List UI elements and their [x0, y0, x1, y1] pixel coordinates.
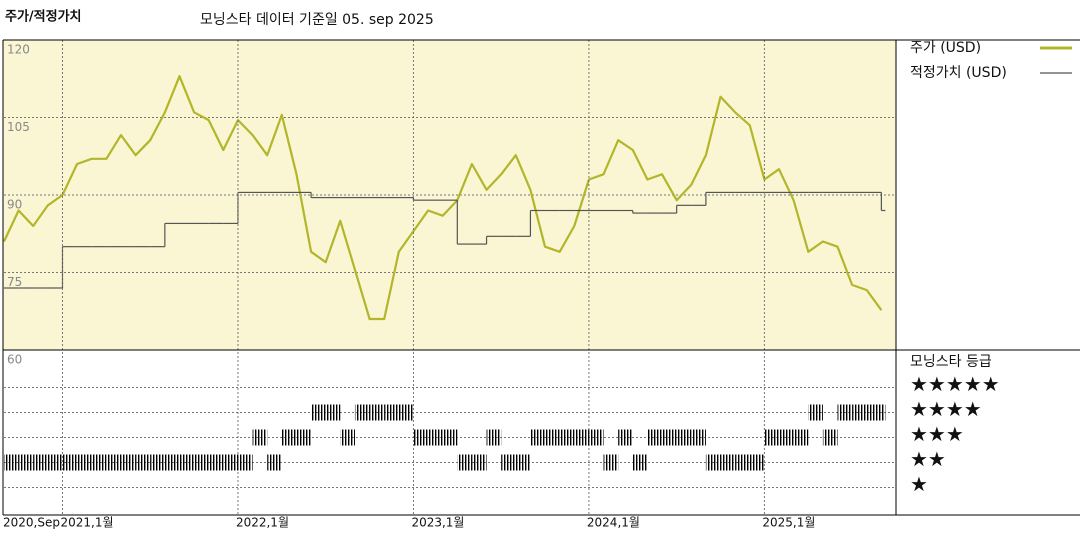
rating-legend-title: 모닝스타 등급: [910, 354, 992, 370]
rating-bar: [618, 429, 633, 446]
x-tick-label: 2021,1월: [60, 516, 113, 530]
y-tick-label: 75: [7, 275, 22, 289]
rating-bar: [486, 429, 502, 446]
rating-bar: [603, 454, 619, 471]
rating-bar: [457, 454, 472, 471]
rating-bar: [369, 404, 385, 421]
rating-bar: [33, 454, 48, 471]
rating-label: ★★★: [910, 422, 964, 446]
rating-bar: [281, 429, 297, 446]
rating-bar: [735, 454, 750, 471]
x-tick-label: 2024,1월: [587, 516, 640, 530]
rating-bar: [501, 454, 516, 471]
rating-bar: [340, 429, 355, 446]
rating-bar: [428, 429, 443, 446]
rating-bar: [530, 429, 546, 446]
rating-bar: [413, 429, 429, 446]
rating-bar: [252, 429, 268, 446]
rating-bar: [545, 429, 560, 446]
rating-bar: [676, 429, 692, 446]
y-tick-label: 105: [7, 120, 30, 134]
rating-bar: [194, 454, 209, 471]
rating-bar: [106, 454, 121, 471]
rating-bar: [647, 429, 663, 446]
rating-label: ★★★★: [910, 397, 982, 421]
y-tick-label: 60: [7, 353, 22, 367]
y-tick-label: 90: [7, 198, 22, 212]
rating-bar: [164, 454, 180, 471]
price-line: [3, 75, 883, 321]
rating-bar: [398, 404, 414, 421]
rating-bar: [120, 454, 136, 471]
rating-bar: [62, 454, 78, 471]
rating-bar: [632, 454, 648, 471]
rating-bar: [662, 429, 677, 446]
rating-bar: [779, 429, 794, 446]
rating-bar: [325, 404, 341, 421]
rating-bar: [4, 454, 19, 471]
rating-bar: [311, 404, 326, 421]
y-tick-label: 120: [7, 43, 30, 57]
rating-label: ★: [910, 472, 928, 496]
frame: [2, 39, 1080, 516]
rating-bar: [837, 404, 853, 421]
rating-bar: [515, 454, 531, 471]
rating-label: ★★★★★: [910, 372, 1000, 396]
rating-bar: [354, 404, 370, 421]
rating-bar: [179, 454, 195, 471]
rating-bar: [471, 454, 487, 471]
rating-bar: [267, 454, 282, 471]
rating-bar: [866, 404, 882, 421]
rating-bar: [223, 454, 238, 471]
rating-bar: [150, 454, 165, 471]
rating-bar: [442, 429, 458, 446]
rating-bar: [705, 454, 721, 471]
x-tick-label: 2023,1월: [411, 516, 464, 530]
rating-bar: [208, 454, 224, 471]
rating-bar: [237, 454, 253, 471]
rating-bar: [135, 454, 151, 471]
rating-bar: [588, 429, 604, 446]
rating-bar: [91, 454, 107, 471]
rating-bar: [881, 404, 886, 421]
rating-bar: [18, 454, 34, 471]
rating-bar: [691, 429, 706, 446]
chart-title: 주가/적정가치: [5, 9, 82, 25]
rating-bar: [764, 429, 780, 446]
x-tick-label: 2020,Sep: [3, 516, 60, 530]
legend-label: 주가 (USD): [910, 40, 981, 56]
rating-bar: [749, 454, 765, 471]
chart-subtitle: 모닝스타 데이터 기준일 05. sep 2025: [200, 12, 434, 28]
rating-label: ★★: [910, 447, 946, 471]
rating-bar: [559, 429, 575, 446]
rating-bar: [822, 429, 838, 446]
rating-bar: [808, 404, 823, 421]
rating-bar: [296, 429, 312, 446]
rating-bar: [852, 404, 867, 421]
rating-bar: [77, 454, 92, 471]
rating-bar: [793, 429, 809, 446]
legend-label: 적정가치 (USD): [910, 65, 1007, 81]
rating-bar: [47, 454, 63, 471]
rating-bar: [384, 404, 399, 421]
rating-bar: [720, 454, 736, 471]
x-tick-label: 2022,1월: [236, 516, 289, 530]
x-tick-label: 2025,1월: [762, 516, 815, 530]
rating-bar: [574, 429, 589, 446]
